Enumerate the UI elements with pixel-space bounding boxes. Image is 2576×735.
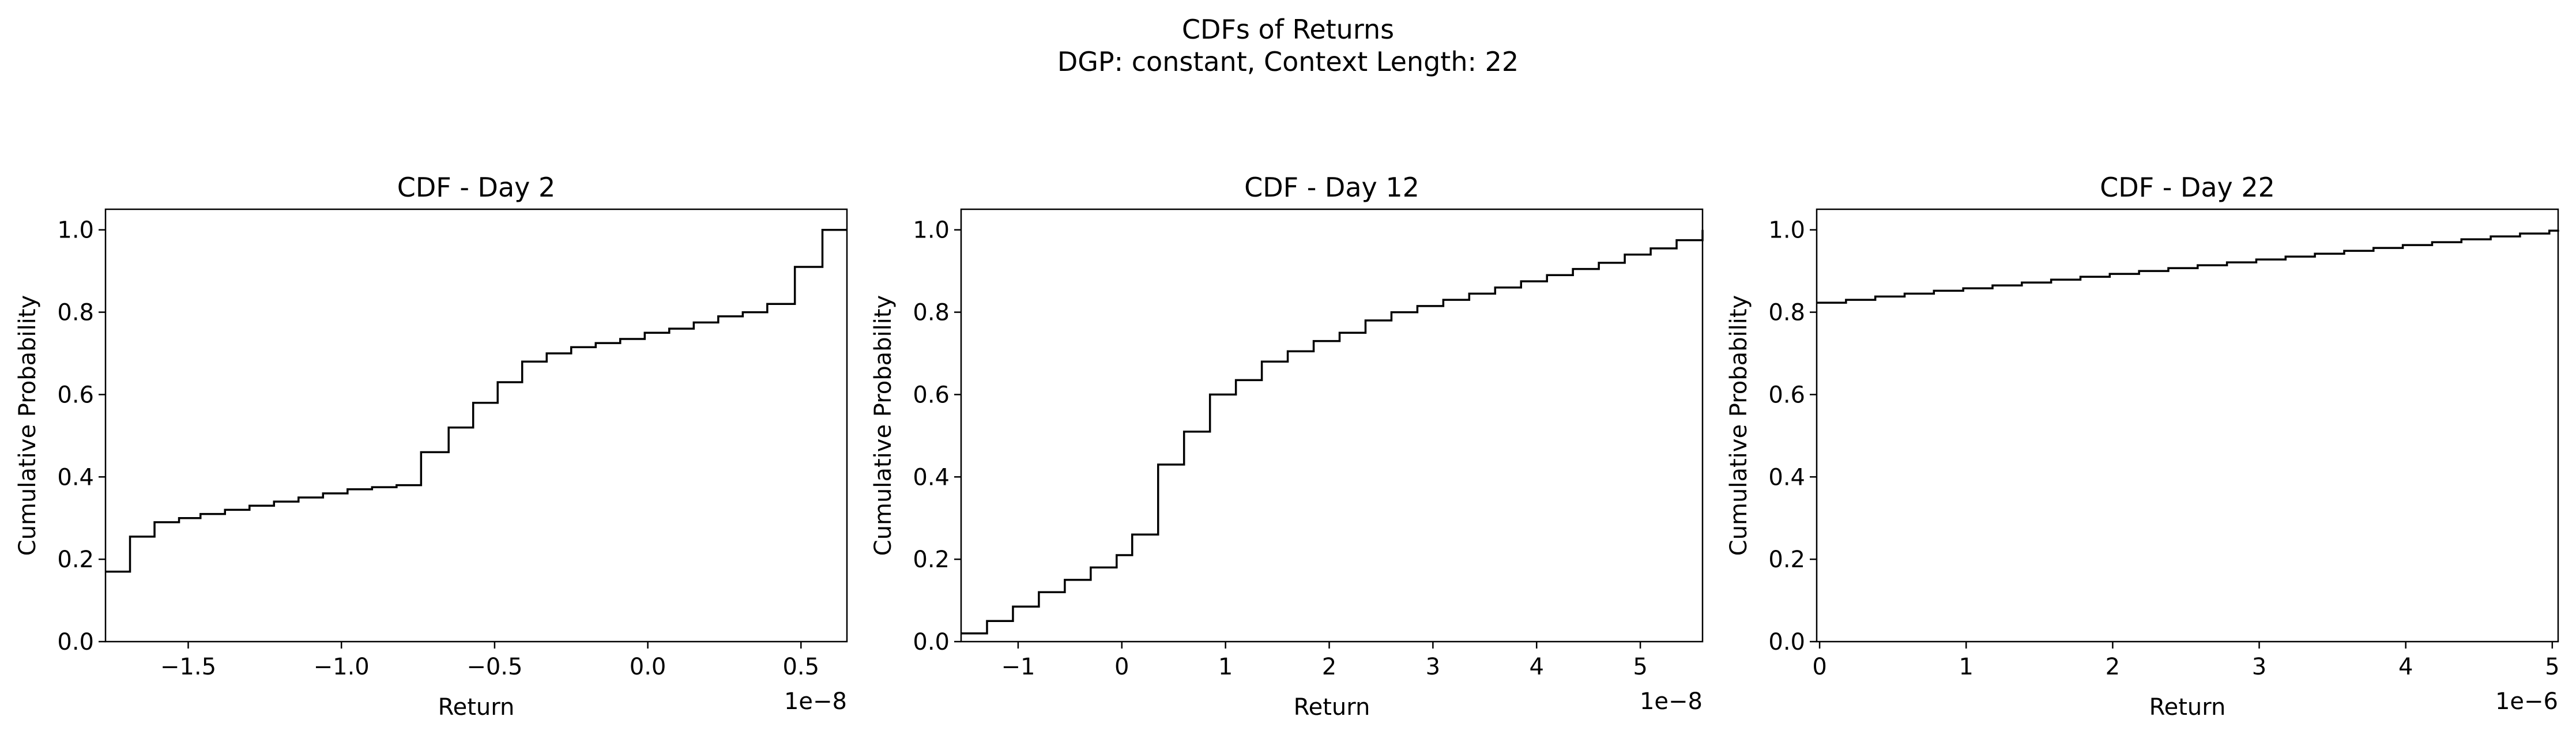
y-tick-label: 0.0 [1768,629,1805,655]
panel-title: CDF - Day 12 [1244,172,1419,203]
axes-frame [1816,208,2559,643]
x-tick-label: 5 [1633,654,1647,680]
x-tick-label: 3 [1426,654,1440,680]
figure-subtitle: DGP: constant, Context Length: 22 [1057,46,1519,77]
x-tick-label: −1 [1001,654,1035,680]
y-tick-label: 0.4 [1768,464,1805,491]
x-tick-label: 0 [1114,654,1129,680]
x-offset-text: 1e−8 [784,688,847,715]
x-offset-text: 1e−6 [2495,688,2558,715]
x-tick-label: 1 [1959,654,1974,680]
y-tick-label: 0.0 [57,629,94,655]
x-tick-label: 3 [2252,654,2266,680]
y-axis-label: Cumulative Probability [1726,295,1752,556]
y-tick-label: 0.8 [57,300,94,326]
y-tick-label: 1.0 [913,217,950,244]
y-tick-label: 0.2 [1768,546,1805,573]
x-tick-label: 0 [1812,654,1826,680]
y-tick-label: 0.2 [913,546,950,573]
x-tick-label: 0.0 [630,654,666,680]
y-tick-label: 1.0 [1768,217,1805,244]
y-tick-label: 0.4 [913,464,950,491]
y-tick-label: 0.6 [1768,382,1805,408]
axes-frame [104,208,848,643]
x-tick-label: 4 [1529,654,1543,680]
y-tick-label: 0.6 [913,382,950,408]
cdf-step-line [961,229,1704,635]
y-tick-label: 0.2 [57,546,94,573]
cdf-step-line [106,228,847,573]
x-tick-label: 2 [1322,654,1336,680]
y-axis-label: Cumulative Probability [870,295,897,556]
y-tick-label: 1.0 [57,217,94,244]
x-tick-label: 1 [1218,654,1233,680]
x-tick-label: −1.0 [314,654,370,680]
panel-title: CDF - Day 2 [397,172,556,203]
y-tick-label: 0.0 [913,629,950,655]
axes-frame [960,208,1704,643]
x-axis-label: Return [438,694,515,721]
x-tick-label: 0.5 [782,654,819,680]
x-tick-label: −0.5 [466,654,522,680]
x-tick-label: 2 [2106,654,2120,680]
x-tick-label: 5 [2545,654,2559,680]
y-tick-label: 0.4 [57,464,94,491]
x-offset-text: 1e−8 [1640,688,1703,715]
cdf-step-line [1817,229,2559,304]
y-tick-label: 0.6 [57,382,94,408]
y-axis-label: Cumulative Probability [14,295,41,556]
x-axis-label: Return [2149,694,2226,721]
y-tick-label: 0.8 [913,300,950,326]
y-tick-label: 0.8 [1768,300,1805,326]
x-tick-label: 4 [2398,654,2413,680]
x-tick-label: −1.5 [160,654,216,680]
panel-title: CDF - Day 22 [2100,172,2275,203]
x-axis-label: Return [1294,694,1370,721]
figure-title: CDFs of Returns [1181,14,1395,45]
